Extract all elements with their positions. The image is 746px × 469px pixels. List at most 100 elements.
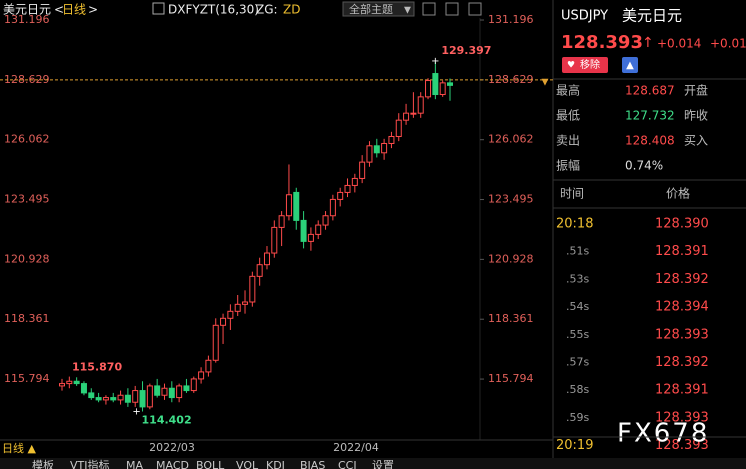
candle-body bbox=[95, 397, 102, 401]
stat-value: 128.687 bbox=[625, 84, 675, 98]
reference-marker: ▼ bbox=[542, 77, 549, 87]
candle-body bbox=[124, 394, 131, 403]
y-tick-label: 123.495 bbox=[488, 193, 534, 206]
bottom-tab[interactable]: 设置 bbox=[372, 459, 394, 469]
toolbar-bg bbox=[0, 0, 553, 18]
period-label[interactable]: 日线 bbox=[62, 3, 86, 17]
tick-price: 128.392 bbox=[655, 272, 709, 287]
bottom-tab[interactable]: BOLL bbox=[196, 459, 225, 469]
tool-button[interactable] bbox=[445, 2, 459, 16]
candle-body bbox=[227, 310, 234, 319]
candle-body bbox=[220, 317, 227, 326]
alert-button[interactable] bbox=[622, 57, 638, 73]
theme-select[interactable] bbox=[342, 1, 415, 17]
tick-price: 128.394 bbox=[655, 300, 709, 315]
tool-button[interactable] bbox=[422, 2, 436, 16]
candle-body bbox=[146, 385, 153, 408]
tick-price: 128.393 bbox=[655, 438, 709, 453]
candle-body bbox=[293, 191, 300, 221]
candle-body bbox=[234, 303, 241, 312]
candle-body bbox=[249, 275, 256, 303]
bottom-period[interactable]: 日线 ▲ bbox=[2, 441, 36, 455]
tick-time: 20:18 bbox=[556, 217, 593, 232]
stat-label: 振幅 bbox=[556, 158, 580, 173]
change: +0.014 bbox=[657, 37, 701, 51]
tick-time: .53s bbox=[566, 272, 589, 285]
candle-body bbox=[66, 380, 73, 385]
candle-body bbox=[256, 264, 263, 277]
bell-icon: ▲ bbox=[626, 60, 634, 71]
y-tick-label: 120.928 bbox=[488, 252, 534, 265]
tick-time: .59s bbox=[566, 411, 589, 424]
candle-body bbox=[447, 82, 453, 86]
candle-body bbox=[110, 397, 117, 401]
remove-label: 移除 bbox=[580, 58, 600, 71]
left-high-annotation: 115.870 bbox=[72, 360, 122, 373]
tick-time: 20:19 bbox=[556, 438, 593, 453]
candle-body bbox=[337, 191, 344, 200]
symbol: USDJPY bbox=[561, 9, 608, 24]
bottom-tab[interactable]: KDJ bbox=[266, 459, 285, 469]
candle-body bbox=[154, 385, 161, 396]
high-annotation: 129.397 bbox=[441, 44, 491, 57]
bottom-tab[interactable]: CCI bbox=[338, 459, 357, 469]
candle-body bbox=[344, 184, 351, 193]
candle-body bbox=[168, 387, 175, 399]
tick-time: .51s bbox=[566, 245, 589, 258]
tick-price: 128.391 bbox=[655, 383, 709, 398]
tick-price: 128.392 bbox=[655, 355, 709, 370]
symbol-name: 美元日元 bbox=[622, 7, 682, 25]
bottom-tab[interactable]: VOL bbox=[236, 459, 259, 469]
candle-body bbox=[403, 112, 410, 121]
bottom-tab[interactable]: MACD bbox=[156, 459, 189, 469]
candle-body bbox=[212, 324, 219, 361]
tick-price: 128.390 bbox=[655, 217, 709, 232]
stat-label: 最高 bbox=[556, 83, 580, 98]
bottom-tab[interactable]: VTI指标 bbox=[70, 458, 110, 469]
candle-body bbox=[381, 142, 388, 154]
bottom-tab[interactable]: MA bbox=[126, 459, 143, 469]
bottom-tab[interactable]: 模板 bbox=[32, 458, 54, 469]
candle-body bbox=[322, 215, 329, 226]
stat-label: 最低 bbox=[556, 109, 580, 123]
indicator-label[interactable]: DXFYZT(16,30) bbox=[168, 3, 259, 17]
candle-body bbox=[117, 394, 124, 401]
bottom-tab[interactable]: BIAS bbox=[300, 459, 325, 469]
separator: > bbox=[88, 3, 98, 17]
stat-label: 卖出 bbox=[556, 134, 580, 148]
y-tick-label: 131.196 bbox=[488, 13, 534, 26]
stat-label: 开盘 bbox=[684, 83, 708, 98]
watermark: FX678 bbox=[617, 419, 709, 449]
date-label: 2022/03 bbox=[149, 441, 195, 454]
heart-icon: ♥ bbox=[567, 61, 575, 71]
candle-body bbox=[183, 385, 190, 392]
y-tick-label: 123.495 bbox=[4, 193, 50, 206]
candle-body bbox=[432, 73, 439, 96]
remove-button[interactable] bbox=[562, 57, 608, 73]
y-tick-label: 126.062 bbox=[488, 133, 534, 146]
y-tick-label: 131.196 bbox=[4, 13, 50, 26]
tool-button[interactable] bbox=[468, 2, 482, 16]
candle-body bbox=[73, 380, 80, 385]
candle-body bbox=[359, 161, 366, 179]
tick-time: .57s bbox=[566, 356, 589, 369]
bottom-tabs: 日线 ▲ 模板 VTI指标 MA MACD BOLL VOL KDJ BIAS CCI 设置 bbox=[2, 441, 394, 469]
candle-body bbox=[425, 80, 432, 98]
candle-body bbox=[190, 378, 197, 392]
pair-label: 美元日元 bbox=[3, 3, 51, 17]
dropdown-arrow: ▼ bbox=[404, 6, 411, 16]
up-arrow: ↑ bbox=[642, 35, 654, 51]
tick-price: 128.393 bbox=[655, 327, 709, 342]
candle-body bbox=[388, 135, 395, 144]
candle-body bbox=[300, 219, 307, 242]
tick-time: .54s bbox=[566, 300, 589, 313]
change-percent: +0.01 bbox=[710, 37, 746, 51]
candle-body bbox=[307, 233, 314, 242]
candle-body bbox=[439, 82, 446, 96]
y-tick-label: 115.794 bbox=[488, 372, 534, 385]
candle-body bbox=[59, 383, 65, 387]
candle-body bbox=[80, 383, 87, 394]
